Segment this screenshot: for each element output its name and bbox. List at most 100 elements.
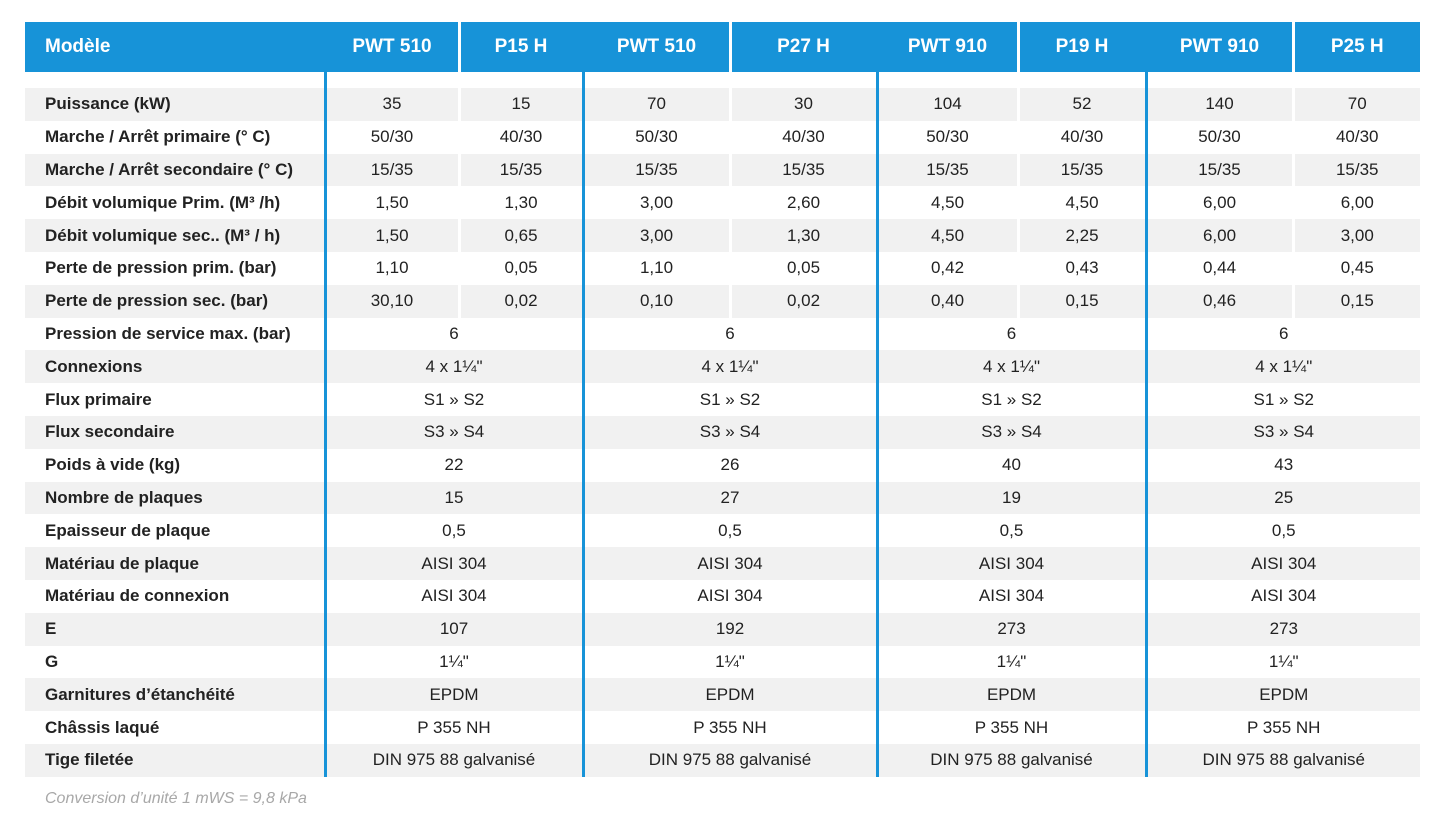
cell-value: 15/35 <box>1291 153 1420 187</box>
cell-value: 4 x 1¼" <box>1144 350 1420 384</box>
cell-value: 35 <box>323 88 459 121</box>
cell-value: 70 <box>581 88 730 121</box>
row-label: Nombre de plaques <box>25 481 325 515</box>
row-label: Matériau de plaque <box>25 547 325 580</box>
cell-value: 6,00 <box>1291 186 1420 220</box>
cell-value: 3,00 <box>581 219 730 252</box>
row-label: G <box>25 645 325 679</box>
table-row: Perte de pression sec. (bar) 30,10 0,02 0,1… <box>25 284 1420 318</box>
cell-value: 0,5 <box>581 514 877 548</box>
table-row: Poids à vide (kg) 22 26 40 43 <box>25 448 1420 482</box>
spacer-cell <box>581 72 730 88</box>
cell-value: 104 <box>875 88 1018 121</box>
cell-value: 15/35 <box>581 153 730 187</box>
header-row: Modèle PWT 510 P15 H PWT 510 P27 H PWT 910 P19… <box>25 22 1420 72</box>
spec-table-body: Modèle PWT 510 P15 H PWT 510 P27 H PWT 910 P19… <box>25 22 1420 777</box>
cell-value: 0,05 <box>457 251 583 285</box>
cell-value: 1¼" <box>323 645 583 679</box>
cell-value: 2,60 <box>728 186 877 220</box>
cell-value: 15/35 <box>323 153 459 187</box>
table-row: Garnitures d’étanchéité EPDM EPDM EPDM EPDM <box>25 678 1420 712</box>
cell-value: 1,10 <box>581 251 730 285</box>
table-row: Châssis laqué P 355 NH P 355 NH P 355 NH P 3… <box>25 711 1420 744</box>
cell-value: 6 <box>875 317 1146 351</box>
spacer-cell <box>323 72 459 88</box>
cell-value: 15/35 <box>875 153 1018 187</box>
cell-value: 15 <box>457 88 583 121</box>
header-label: Modèle <box>25 22 325 72</box>
cell-value: 0,45 <box>1291 251 1420 285</box>
cell-value: 0,43 <box>1016 251 1146 285</box>
cell-value: 0,44 <box>1144 251 1293 285</box>
cell-value: 30,10 <box>323 284 459 318</box>
cell-value: 4,50 <box>1016 186 1146 220</box>
cell-value: 15/35 <box>457 153 583 187</box>
cell-value: 0,65 <box>457 219 583 252</box>
cell-value: AISI 304 <box>323 579 583 613</box>
cell-value: 1¼" <box>875 645 1146 679</box>
row-label: Poids à vide (kg) <box>25 448 325 482</box>
spacer-cell <box>730 72 877 88</box>
table-row: Puissance (kW) 35 15 70 30 104 52 140 70 <box>25 88 1420 121</box>
cell-value: 1,30 <box>728 219 877 252</box>
cell-value: 15/35 <box>1016 153 1146 187</box>
cell-value: 0,5 <box>323 514 583 548</box>
cell-value: 273 <box>875 612 1146 646</box>
cell-value: 6 <box>323 317 583 351</box>
cell-value: 4 x 1¼" <box>323 350 583 384</box>
spacer-cell <box>1144 72 1293 88</box>
spacer-cell <box>25 72 325 88</box>
cell-value: EPDM <box>581 678 877 712</box>
header-model: P27 H <box>728 22 877 72</box>
header-model: P15 H <box>457 22 583 72</box>
row-label: Marche / Arrêt secondaire (° C) <box>25 153 325 187</box>
cell-value: 15/35 <box>728 153 877 187</box>
row-label: Marche / Arrêt primaire (° C) <box>25 120 325 154</box>
cell-value: EPDM <box>875 678 1146 712</box>
cell-value: P 355 NH <box>1144 711 1420 744</box>
table-row: Pression de service max. (bar) 6 6 6 6 <box>25 317 1420 351</box>
cell-value: 52 <box>1016 88 1146 121</box>
table-row: Matériau de plaque AISI 304 AISI 304 AISI 3… <box>25 547 1420 580</box>
cell-value: 15/35 <box>1144 153 1293 187</box>
cell-value: 0,5 <box>1144 514 1420 548</box>
cell-value: 40/30 <box>1016 120 1146 154</box>
row-label: Puissance (kW) <box>25 88 325 121</box>
cell-value: 3,00 <box>581 186 730 220</box>
row-label: Connexions <box>25 350 325 384</box>
table-row: Marche / Arrêt secondaire (° C) 15/35 15/3… <box>25 153 1420 187</box>
table-row: Tige filetée DIN 975 88 galvanisé DIN 975 … <box>25 743 1420 777</box>
cell-value: 192 <box>581 612 877 646</box>
cell-value: 43 <box>1144 448 1420 482</box>
cell-value: DIN 975 88 galvanisé <box>1144 743 1420 777</box>
cell-value: EPDM <box>1144 678 1420 712</box>
cell-value: 40/30 <box>1291 120 1420 154</box>
table-row: Flux primaire S1 » S2 S1 » S2 S1 » S2 S1 » S… <box>25 383 1420 416</box>
cell-value: 6 <box>581 317 877 351</box>
table-row: Nombre de plaques 15 27 19 25 <box>25 481 1420 515</box>
row-label: Flux primaire <box>25 383 325 416</box>
cell-value: AISI 304 <box>581 579 877 613</box>
cell-value: 0,42 <box>875 251 1018 285</box>
cell-value: 26 <box>581 448 877 482</box>
cell-value: 22 <box>323 448 583 482</box>
row-label: Perte de pression sec. (bar) <box>25 284 325 318</box>
spacer-cell <box>1018 72 1146 88</box>
cell-value: S1 » S2 <box>875 383 1146 416</box>
cell-value: 1¼" <box>581 645 877 679</box>
cell-value: AISI 304 <box>323 547 583 580</box>
row-label: Débit volumique sec.. (M³ / h) <box>25 219 325 252</box>
cell-value: AISI 304 <box>1144 579 1420 613</box>
cell-value: 1,50 <box>323 219 459 252</box>
cell-value: 4,50 <box>875 219 1018 252</box>
cell-value: 1¼" <box>1144 645 1420 679</box>
table-row: Epaisseur de plaque 0,5 0,5 0,5 0,5 <box>25 514 1420 548</box>
cell-value: 1,30 <box>457 186 583 220</box>
cell-value: S1 » S2 <box>1144 383 1420 416</box>
header-model: PWT 910 <box>1144 22 1293 72</box>
row-label: Pression de service max. (bar) <box>25 317 325 351</box>
table-row: Matériau de connexion AISI 304 AISI 304 AIS… <box>25 579 1420 613</box>
cell-value: 0,5 <box>875 514 1146 548</box>
cell-value: 1,10 <box>323 251 459 285</box>
table-row: Connexions 4 x 1¼" 4 x 1¼" 4 x 1¼" 4 x 1¼" <box>25 350 1420 384</box>
